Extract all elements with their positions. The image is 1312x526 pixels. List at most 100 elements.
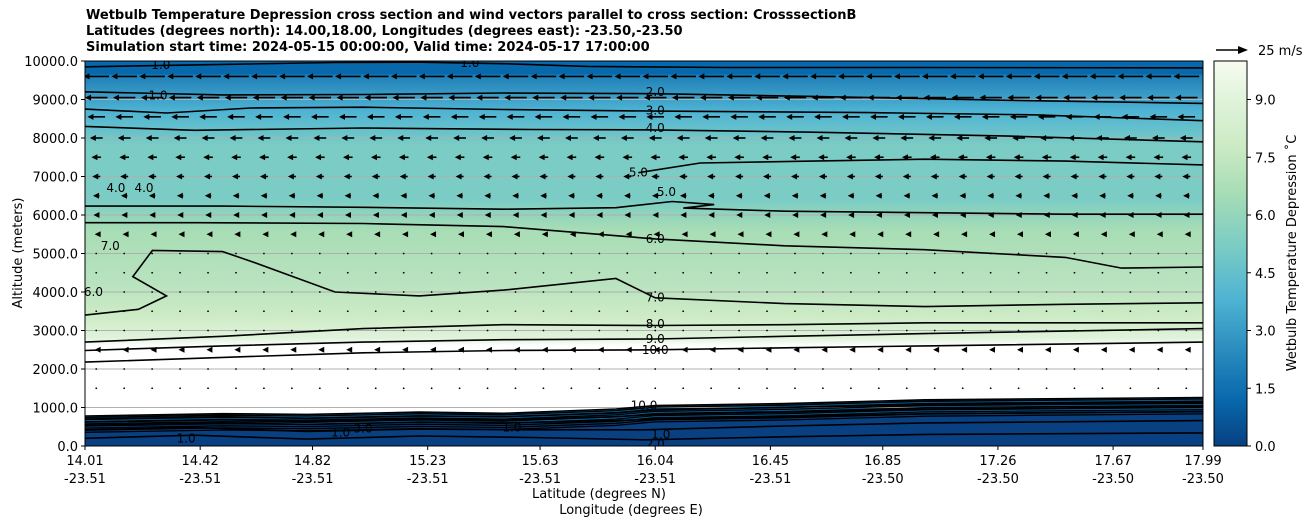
- wind-vector: [145, 135, 159, 141]
- wind-vector: [422, 113, 441, 120]
- wind-vector: [1185, 387, 1188, 390]
- wind-vector: [95, 329, 98, 332]
- wind-vector: [175, 154, 185, 161]
- wind-vector: [235, 310, 237, 313]
- title-line-2: Latitudes (degrees north): 14.00,18.00, …: [86, 24, 683, 39]
- wind-vector: [1100, 346, 1107, 353]
- wind-vector: [846, 154, 856, 161]
- wind-vector: [514, 368, 517, 370]
- wind-vector: [570, 368, 573, 370]
- wind-vector: [849, 310, 852, 313]
- wind-vector: [374, 368, 377, 370]
- wind-vector: [402, 271, 405, 274]
- wind-vector: [346, 329, 349, 332]
- wind-vector: [596, 192, 603, 199]
- contour-label: 2.0: [646, 85, 665, 99]
- wind-vector: [290, 252, 293, 255]
- wind-vector: [682, 271, 685, 274]
- wind-vector: [846, 173, 855, 180]
- wind-vector: [681, 231, 688, 238]
- wind-vector: [902, 173, 911, 180]
- wind-vector: [318, 387, 321, 390]
- wind-vector: [710, 271, 713, 274]
- wind-vector: [763, 192, 771, 199]
- contour-label: 4.0: [134, 181, 153, 195]
- wind-vector: [598, 368, 601, 370]
- wind-vector: [961, 252, 964, 255]
- wind-vector: [794, 291, 796, 293]
- wind-vector: [925, 113, 944, 120]
- wind-vector: [1043, 212, 1050, 218]
- wind-vector: [989, 252, 992, 255]
- wind-vector: [1063, 94, 1086, 101]
- wind-vector: [933, 346, 940, 353]
- wind-vector: [504, 94, 527, 101]
- wind-vector: [371, 173, 380, 180]
- wind-vector: [1184, 231, 1191, 238]
- x-tick-label-lat: 14.42: [182, 454, 219, 469]
- wind-vector: [839, 94, 863, 101]
- wind-vector: [123, 387, 126, 390]
- wind-vector: [598, 329, 601, 332]
- wind-vector: [514, 387, 517, 390]
- wind-vector: [1071, 212, 1078, 218]
- wind-vector: [625, 231, 632, 238]
- wind-vector: [870, 113, 888, 120]
- wind-vector: [844, 135, 858, 141]
- wind-vector: [95, 368, 98, 370]
- wind-vector: [1100, 231, 1107, 238]
- wind-vector: [430, 310, 433, 313]
- x-tick-label-lat: 14.01: [66, 454, 103, 469]
- wind-vector: [598, 387, 601, 390]
- wind-vector: [570, 291, 573, 293]
- wind-vector: [318, 231, 325, 238]
- wind-vector: [93, 192, 100, 199]
- wind-vector: [290, 271, 293, 274]
- wind-vector: [540, 192, 547, 199]
- wind-vector: [123, 271, 126, 274]
- wind-vector: [933, 310, 936, 313]
- wind-vector: [957, 154, 968, 161]
- wind-vector: [374, 310, 377, 313]
- wind-vector: [456, 212, 463, 218]
- wind-vector: [123, 329, 126, 332]
- wind-vector: [402, 346, 409, 353]
- contour-line-4.0: [85, 125, 1203, 143]
- wind-vector: [1017, 329, 1020, 332]
- y-tick-label: 10000.0: [24, 55, 78, 70]
- wind-vector: [530, 73, 557, 80]
- wind-vector: [624, 212, 631, 218]
- wind-vector: [710, 368, 713, 370]
- wind-vector: [905, 387, 908, 390]
- wind-vector: [402, 252, 405, 255]
- y-tick-label: 5000.0: [33, 248, 79, 263]
- wind-vector: [820, 212, 827, 218]
- wind-vector: [877, 231, 884, 238]
- wind-vector: [874, 173, 883, 180]
- wind-vector: [710, 291, 713, 293]
- wind-vector: [766, 329, 768, 332]
- wind-vector: [506, 113, 525, 120]
- wind-vector: [849, 231, 856, 238]
- wind-vector: [233, 212, 240, 218]
- wind-vector: [597, 231, 604, 238]
- y-tick-label: 9000.0: [33, 94, 79, 109]
- wind-vector: [1117, 73, 1144, 80]
- wind-vector: [989, 329, 992, 332]
- plot-area: 2.0 3.0 4.0 5.0 5.0 6.0 7.0 8.09.0 10.0 4.0 4.0 1.0…: [85, 61, 1203, 446]
- wind-vector: [1061, 73, 1088, 80]
- wind-vector: [588, 94, 611, 101]
- wind-vector: [959, 192, 966, 199]
- wind-vector: [819, 192, 827, 199]
- wind-vector: [766, 368, 768, 370]
- wind-vector: [822, 368, 824, 370]
- wind-vector: [822, 310, 824, 313]
- wind-vector: [341, 135, 355, 141]
- contour-line-10.0: [85, 341, 1203, 363]
- wind-vector: [1070, 173, 1079, 180]
- wind-vector: [1129, 310, 1132, 313]
- wind-vector: [1156, 231, 1163, 238]
- wind-vector: [905, 368, 908, 370]
- wind-vector: [901, 154, 912, 161]
- wind-vector: [179, 291, 181, 293]
